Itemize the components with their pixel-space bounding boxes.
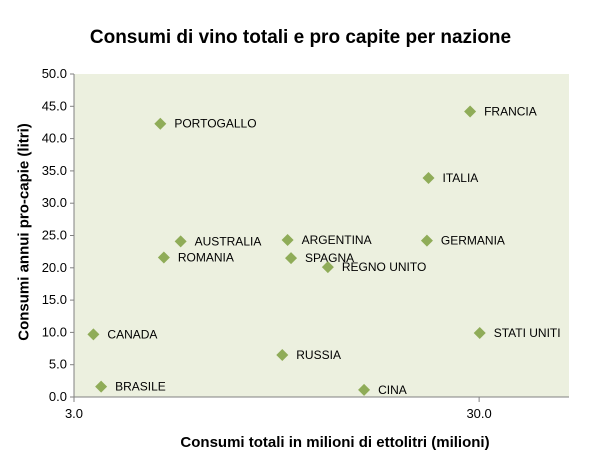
data-point-label: ROMANIA	[178, 250, 234, 264]
x-axis-label: Consumi totali in milioni di ettolitri (…	[180, 434, 490, 451]
data-point-label: RUSSIA	[296, 348, 341, 362]
data-point-marker	[95, 380, 108, 393]
plot-area	[74, 74, 569, 397]
chart-title: Consumi di vino totali e pro capite per …	[89, 27, 512, 48]
data-point-label: AUSTRALIA	[195, 234, 262, 248]
data-point-marker	[420, 234, 433, 247]
y-tick-label: 10.0	[42, 324, 67, 339]
data-point-label: REGNO UNITO	[342, 260, 426, 274]
data-point-label: STATI UNITI	[494, 326, 561, 340]
y-tick-label: 20.0	[42, 260, 67, 275]
y-tick-label: 50.0	[42, 66, 67, 81]
data-point-label: BRASILE	[115, 380, 166, 394]
y-tick-label: 15.0	[42, 292, 67, 307]
data-point-label: PORTOGALLO	[174, 117, 256, 131]
y-tick-label: 25.0	[42, 228, 67, 243]
data-point-label: ARGENTINA	[302, 233, 372, 247]
y-tick-label: 5.0	[49, 357, 67, 372]
data-point-marker	[473, 327, 486, 340]
data-point-marker	[154, 117, 167, 130]
data-point-label: ITALIA	[443, 171, 479, 185]
data-point-marker	[464, 105, 477, 118]
data-point-label: SPAGNA	[305, 251, 354, 265]
data-point-marker	[276, 349, 289, 362]
data-point-marker	[358, 383, 371, 396]
y-tick-label: 40.0	[42, 131, 67, 146]
data-point-label: GERMANIA	[441, 234, 505, 248]
y-tick-label: 35.0	[42, 163, 67, 178]
y-axis-ticks: 0.0 5.0 10.0 15.0 20.0 25.0 30.0 35.0 40.0 45.0 50…	[42, 66, 74, 404]
data-point-marker	[281, 234, 294, 247]
data-point-marker	[321, 261, 334, 274]
x-axis-ticks: 3.0 30.0	[65, 397, 492, 421]
data-point-label: CINA	[378, 383, 407, 397]
data-point-label: FRANCIA	[484, 104, 537, 118]
data-point-marker	[422, 172, 435, 185]
data-point-label: CANADA	[107, 327, 157, 341]
data-point-marker	[174, 235, 187, 248]
data-point-marker	[285, 252, 298, 265]
y-tick-label: 0.0	[49, 389, 67, 404]
x-tick-label: 30.0	[466, 406, 491, 421]
data-point-marker	[87, 328, 100, 341]
data-points: FRANCIA PORTOGALLO ITALIA AUSTRALIA ARGENTIN…	[87, 104, 561, 397]
x-tick-label: 3.0	[65, 406, 83, 421]
y-tick-label: 45.0	[42, 98, 67, 113]
y-tick-label: 30.0	[42, 195, 67, 210]
data-point-marker	[157, 251, 170, 264]
